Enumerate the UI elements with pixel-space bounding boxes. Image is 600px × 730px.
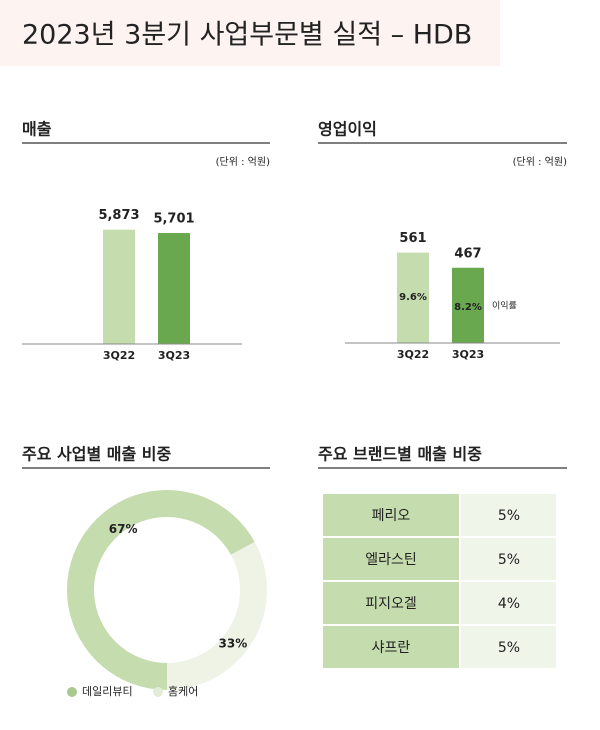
- brand-name: 페리오: [372, 508, 411, 524]
- table-cell: [321, 492, 461, 538]
- table-cell: [321, 624, 461, 670]
- x-tick-label: 3Q23: [452, 348, 484, 361]
- unit-note: (단위 : 억원): [513, 155, 567, 168]
- table-cell: [459, 624, 558, 670]
- slice-label: 67%: [109, 522, 138, 536]
- legend-swatch: [67, 687, 77, 697]
- x-tick-label: 3Q23: [158, 349, 190, 362]
- table-cell: [459, 492, 558, 538]
- brand-name: 피지오겔: [365, 596, 417, 612]
- section-title: 주요 사업별 매출 비중: [22, 445, 171, 464]
- donut-slice: [167, 541, 267, 690]
- unit-note: (단위 : 억원): [216, 155, 270, 168]
- value-label: 467: [454, 246, 481, 261]
- margin-name: 이익률: [492, 300, 517, 312]
- brand-name: 샤프란: [372, 640, 411, 656]
- value-label: 561: [399, 231, 426, 246]
- section-title: 영업이익: [318, 120, 377, 139]
- slice-label: 33%: [219, 637, 248, 651]
- section-title: 매출: [22, 120, 52, 139]
- table-cell: [459, 536, 558, 582]
- legend-swatch: [153, 687, 163, 697]
- margin-label: 8.2%: [454, 302, 482, 313]
- brand-name: 엘라스틴: [365, 552, 417, 568]
- bar: [452, 267, 484, 343]
- value-label: 5,873: [98, 208, 139, 223]
- brand-share: 4%: [498, 596, 520, 612]
- x-tick-label: 3Q22: [103, 349, 135, 362]
- bar: [397, 252, 429, 343]
- brand-share: 5%: [498, 640, 520, 656]
- table-cell: [321, 536, 461, 582]
- brand-share: 5%: [498, 508, 520, 524]
- legend-label: 데일리뷰티: [82, 684, 133, 698]
- bar: [158, 233, 190, 344]
- legend-label: 홈케어: [168, 684, 198, 698]
- page-title: 2023년 3분기 사업부문별 실적 – HDB: [22, 20, 472, 51]
- x-tick-label: 3Q22: [397, 348, 429, 361]
- margin-label: 9.6%: [399, 292, 427, 303]
- section-title: 주요 브랜드별 매출 비중: [318, 445, 482, 464]
- title-band: [0, 0, 500, 66]
- brand-share: 5%: [498, 552, 520, 568]
- bar: [103, 229, 135, 344]
- value-label: 5,701: [153, 212, 194, 227]
